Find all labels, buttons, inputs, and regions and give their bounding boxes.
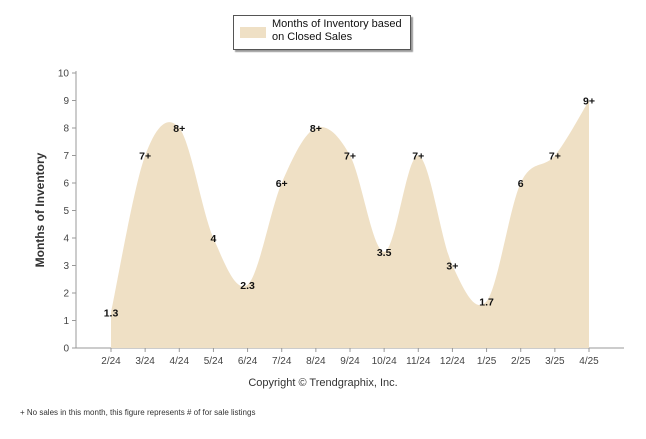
x-tick-label: 4/24 [170, 356, 190, 367]
y-tick-label: 6 [63, 179, 69, 190]
data-label: 1.3 [104, 307, 119, 319]
data-label: 4 [211, 233, 217, 245]
x-tick-label: 4/25 [579, 356, 599, 367]
legend: Months of Inventory based on Closed Sale… [233, 15, 411, 50]
data-label: 7+ [139, 151, 151, 163]
y-tick-label: 5 [63, 206, 69, 217]
data-label: 9+ [583, 96, 595, 108]
legend-swatch [240, 27, 266, 38]
series-area [111, 100, 589, 348]
footnote: + No sales in this month, this figure re… [20, 408, 255, 417]
data-label: 6+ [276, 178, 288, 190]
y-tick-label: 0 [63, 344, 69, 355]
y-tick-label: 10 [58, 69, 70, 80]
x-tick-label: 3/25 [545, 356, 565, 367]
y-tick-label: 1 [63, 316, 69, 327]
data-label: 3+ [446, 261, 458, 273]
x-tick-label: 12/24 [440, 356, 465, 367]
x-tick-label: 2/24 [101, 356, 121, 367]
x-tick-label: 9/24 [340, 356, 360, 367]
data-label: 8+ [173, 123, 185, 135]
x-tick-label: 10/24 [372, 356, 397, 367]
y-tick-label: 9 [63, 96, 69, 107]
legend-label: Months of Inventory based on Closed Sale… [272, 18, 402, 43]
data-label: 7+ [549, 151, 561, 163]
data-label: 3.5 [377, 247, 392, 259]
data-label: 8+ [310, 123, 322, 135]
x-tick-label: 3/24 [135, 356, 155, 367]
data-label: 1.7 [479, 296, 494, 308]
data-label: 7+ [412, 151, 424, 163]
y-tick-label: 3 [63, 261, 69, 272]
footnote-text: No sales in this month, this figure repr… [26, 408, 256, 417]
y-tick-label: 2 [63, 289, 69, 300]
x-tick-label: 5/24 [204, 356, 224, 367]
y-tick-label: 8 [63, 124, 69, 135]
x-tick-label: 11/24 [406, 356, 431, 367]
x-tick-label: 2/25 [511, 356, 531, 367]
data-label: 7+ [344, 151, 356, 163]
y-tick-label: 7 [63, 151, 69, 162]
data-label: 6 [518, 178, 524, 190]
copyright-text: Copyright © Trendgraphix, Inc. [248, 377, 398, 389]
y-axis-label: Months of Inventory [33, 152, 47, 268]
data-label: 2.3 [240, 280, 255, 292]
y-tick-label: 4 [63, 234, 69, 245]
x-tick-label: 8/24 [306, 356, 326, 367]
x-tick-label: 7/24 [272, 356, 292, 367]
footnote-marker: + [20, 408, 25, 417]
x-tick-label: 6/24 [238, 356, 258, 367]
x-tick-label: 1/25 [477, 356, 497, 367]
